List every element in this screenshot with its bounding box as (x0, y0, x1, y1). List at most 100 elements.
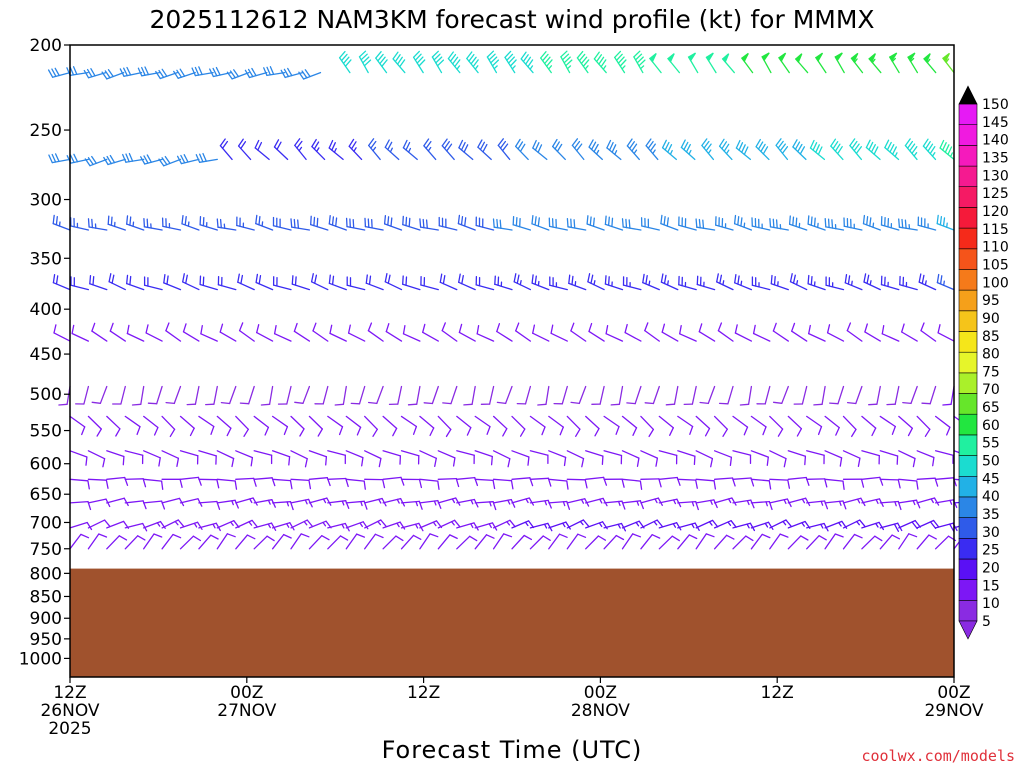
wind-barb (382, 415, 398, 437)
y-tick-label: 250 (30, 121, 62, 141)
wind-barb (474, 522, 498, 531)
wind-barb (69, 478, 90, 490)
wind-barb (384, 273, 403, 291)
wind-barb (606, 139, 622, 161)
colorbar-label: 35 (982, 507, 1000, 523)
colorbar-swatch (958, 145, 978, 167)
wind-barb (864, 323, 881, 342)
wind-barb (165, 385, 182, 405)
wind-barb (587, 273, 605, 291)
wind-barb (907, 52, 919, 74)
wind-barb (474, 501, 497, 511)
wind-barb (621, 533, 642, 550)
wind-barb (347, 324, 366, 342)
wind-barb (367, 322, 384, 342)
wind-barb (161, 478, 183, 488)
wind-barb (815, 52, 827, 74)
wind-barb (605, 324, 624, 342)
wind-barb (253, 535, 275, 550)
wind-barb (648, 52, 662, 74)
wind-barb (345, 521, 369, 530)
wind-barb (621, 218, 642, 231)
wind-barb (191, 66, 214, 77)
wind-barb (497, 138, 511, 161)
colorbar-label: 140 (982, 133, 1009, 149)
colorbar-label: 130 (982, 168, 1009, 184)
wind-barb (824, 520, 848, 529)
wind-barb (677, 534, 698, 550)
colorbar-swatch (958, 165, 978, 188)
wind-barb (532, 139, 548, 161)
wind-barb (586, 215, 605, 231)
wind-barb (84, 155, 108, 167)
wind-barb (195, 152, 218, 163)
wind-barb (91, 322, 108, 342)
wind-barb (106, 415, 121, 437)
wind-barb (163, 274, 182, 291)
wind-barb (733, 214, 753, 231)
wind-barb (566, 533, 587, 550)
wind-barb (423, 385, 439, 405)
wind-barb (705, 52, 717, 74)
colorbar-swatch (958, 475, 978, 498)
wind-barb (769, 533, 789, 550)
wind-barb (124, 478, 147, 488)
wind-barb (658, 535, 680, 550)
wind-barb (87, 533, 108, 550)
wind-barb (52, 214, 71, 231)
wind-barb (419, 533, 439, 550)
wind-barb (237, 273, 255, 291)
wind-barb (382, 497, 406, 507)
wind-barb (879, 450, 899, 465)
wind-barb (87, 519, 111, 529)
wind-barb (124, 522, 148, 532)
colorbar-swatch (958, 289, 978, 312)
wind-barb (239, 385, 255, 405)
wind-barb (713, 450, 733, 467)
colorbar-label: 70 (982, 382, 1000, 398)
wind-barb (772, 385, 789, 404)
wind-barb (161, 497, 185, 507)
wind-barb (936, 214, 955, 231)
wind-barb (345, 478, 366, 490)
wind-barb (588, 139, 603, 161)
wind-barb (173, 68, 196, 79)
wind-barb (548, 415, 564, 436)
x-tick-label: 00Z (584, 683, 617, 703)
wind-barb (621, 500, 644, 510)
wind-barb (603, 478, 625, 488)
wind-barb (695, 218, 716, 231)
wind-barb (108, 273, 126, 291)
wind-barb (553, 385, 568, 405)
wind-barb (308, 535, 330, 550)
wind-barb (186, 385, 200, 406)
wind-barb (290, 478, 312, 490)
colorbar-swatch (958, 207, 978, 229)
wind-barb (419, 499, 442, 509)
wind-barb (198, 450, 217, 465)
wind-barb (217, 275, 237, 291)
wind-barb (271, 478, 293, 490)
wind-barb (861, 476, 884, 486)
wind-barb (824, 217, 845, 231)
wind-barb (863, 273, 881, 291)
wind-barb (789, 273, 808, 291)
wind-barb (126, 274, 145, 291)
colorbar-label: 5 (982, 614, 991, 630)
wind-barb (255, 273, 274, 291)
wind-barb (327, 450, 346, 465)
wind-barb (492, 519, 516, 529)
colorbar-label: 105 (982, 257, 1009, 273)
wind-barb (486, 50, 500, 74)
wind-barb (476, 324, 495, 342)
wind-barb (898, 533, 918, 550)
wind-barb (419, 450, 437, 468)
wind-barb (106, 476, 129, 486)
wind-barb (732, 535, 754, 550)
wind-barb (382, 535, 404, 550)
wind-barb (750, 533, 771, 550)
wind-barb (456, 450, 475, 465)
wind-barb (310, 215, 329, 231)
wind-barb (423, 138, 437, 161)
wind-barb (734, 274, 753, 291)
